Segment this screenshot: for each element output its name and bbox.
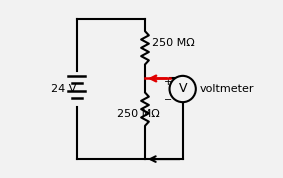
Text: V: V bbox=[178, 82, 187, 96]
Text: +: + bbox=[164, 77, 172, 87]
Text: 24 V: 24 V bbox=[51, 84, 76, 94]
Text: −: − bbox=[164, 95, 172, 104]
Circle shape bbox=[170, 76, 196, 102]
Text: 250 MΩ: 250 MΩ bbox=[117, 109, 160, 119]
Text: 250 MΩ: 250 MΩ bbox=[152, 38, 195, 48]
Text: voltmeter: voltmeter bbox=[199, 84, 254, 94]
